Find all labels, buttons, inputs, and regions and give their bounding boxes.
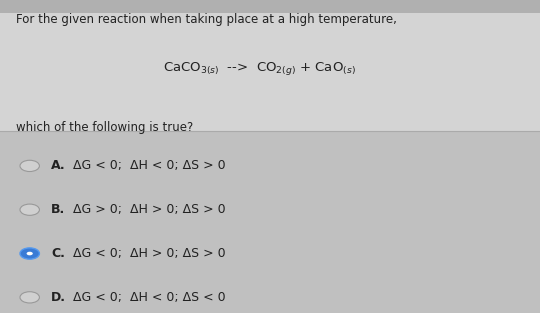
Text: B.: B. <box>51 203 65 216</box>
Text: C.: C. <box>51 247 65 260</box>
Circle shape <box>26 252 33 255</box>
Circle shape <box>20 248 39 259</box>
Text: ΔG < 0;  ΔH < 0; ΔS < 0: ΔG < 0; ΔH < 0; ΔS < 0 <box>69 291 225 304</box>
Bar <box>0 0 540 131</box>
Circle shape <box>20 204 39 215</box>
Text: ΔG > 0;  ΔH > 0; ΔS > 0: ΔG > 0; ΔH > 0; ΔS > 0 <box>69 203 225 216</box>
Text: $\mathrm{CaCO}_{3(s)}$  -->  $\mathrm{CO}_{2(g)}$ + $\mathrm{CaO}_{(s)}$: $\mathrm{CaCO}_{3(s)}$ --> $\mathrm{CO}_… <box>163 60 356 77</box>
Circle shape <box>20 292 39 303</box>
Text: D.: D. <box>51 291 66 304</box>
Text: ΔG < 0;  ΔH < 0; ΔS > 0: ΔG < 0; ΔH < 0; ΔS > 0 <box>69 159 225 172</box>
Bar <box>0 131 540 313</box>
Text: which of the following is true?: which of the following is true? <box>16 121 193 134</box>
Text: A.: A. <box>51 159 66 172</box>
Text: For the given reaction when taking place at a high temperature,: For the given reaction when taking place… <box>16 13 397 26</box>
Circle shape <box>20 160 39 172</box>
Text: ΔG < 0;  ΔH > 0; ΔS > 0: ΔG < 0; ΔH > 0; ΔS > 0 <box>69 247 225 260</box>
Bar <box>0 0 540 13</box>
